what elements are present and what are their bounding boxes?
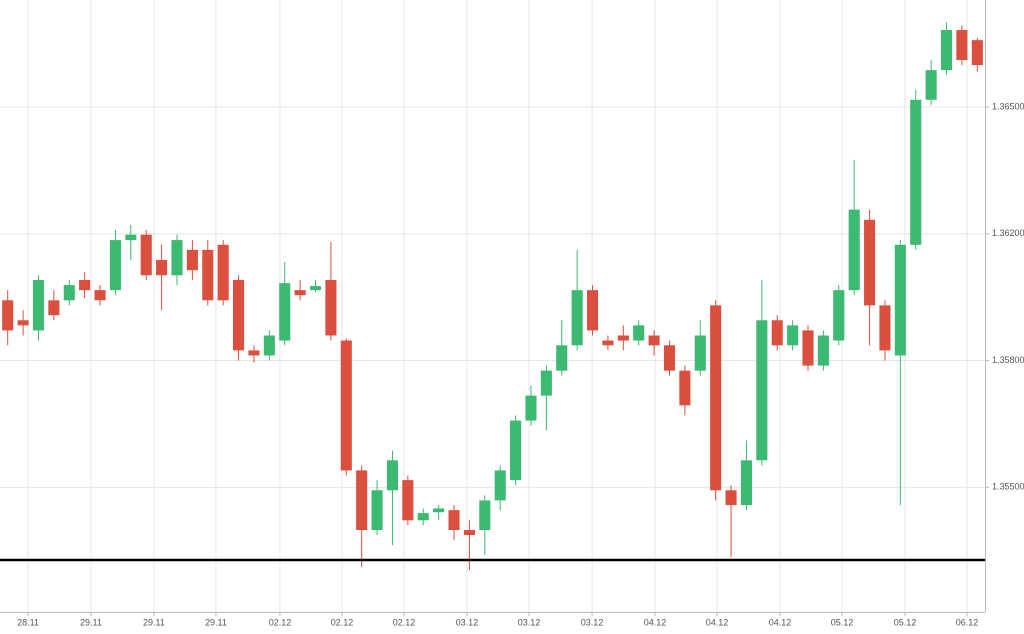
- candle-body: [386, 460, 399, 491]
- candle-body: [233, 280, 245, 351]
- candle-body: [679, 370, 691, 406]
- x-tick-label: 29.11: [205, 617, 227, 627]
- x-tick-label: 02.12: [331, 617, 354, 627]
- candle-body: [540, 370, 552, 396]
- x-tick-label: 03.12: [581, 617, 604, 627]
- candle-body: [340, 340, 352, 471]
- x-tick-label: 02.12: [269, 617, 292, 627]
- x-tick-label: 02.12: [393, 617, 416, 627]
- candle-body: [463, 530, 475, 536]
- x-tick-label: 04.12: [769, 617, 792, 627]
- candle-body: [725, 490, 737, 506]
- candle-body: [910, 99, 922, 245]
- candle-body: [417, 513, 429, 521]
- y-tick-label: 1.35500: [992, 482, 1024, 492]
- candle-body: [879, 305, 891, 351]
- candle-body: [494, 470, 506, 501]
- candle-body: [740, 460, 752, 506]
- candle-body: [787, 325, 799, 346]
- candle-body: [263, 335, 275, 356]
- candle-body: [586, 290, 599, 331]
- candle-body: [925, 70, 937, 100]
- candle-body: [94, 290, 106, 301]
- x-tick-label: 05.12: [894, 617, 917, 627]
- x-tick-label: 03.12: [518, 617, 541, 627]
- x-tick-label: 05.12: [831, 617, 854, 627]
- candle-body: [325, 280, 337, 336]
- candle-body: [864, 219, 876, 306]
- candle-body: [279, 283, 291, 341]
- y-tick-label: 1.35800: [992, 355, 1024, 365]
- candle-body: [663, 345, 676, 371]
- candle-body: [186, 249, 198, 271]
- candle-body: [202, 249, 214, 301]
- candle-body: [402, 480, 414, 521]
- candle-body: [479, 500, 491, 531]
- x-tick-label: 03.12: [456, 617, 479, 627]
- candle-body: [32, 280, 45, 331]
- candle-body: [756, 320, 768, 461]
- candle-body: [602, 340, 614, 346]
- candle-body: [79, 280, 91, 291]
- candle-body: [171, 240, 183, 276]
- candle-body: [109, 240, 121, 291]
- candle-body: [433, 508, 445, 513]
- candle-body: [617, 335, 629, 341]
- candle-body: [833, 290, 845, 341]
- candle-body: [525, 395, 537, 421]
- candle-body: [894, 244, 906, 356]
- candle-body: [802, 330, 814, 366]
- x-tick-label: 29.11: [80, 617, 102, 627]
- candle-body: [771, 320, 783, 346]
- candle-body: [648, 335, 660, 346]
- candle-body: [633, 325, 645, 341]
- candle-body: [940, 30, 953, 71]
- candle-body: [17, 320, 29, 326]
- candle-body: [294, 290, 306, 296]
- candle-body: [156, 260, 168, 276]
- x-tick-label: 06.12: [956, 617, 979, 627]
- candle-body: [356, 470, 368, 531]
- candle-body: [371, 490, 383, 531]
- y-tick-label: 1.36200: [992, 228, 1024, 238]
- x-tick-label: 28.11: [17, 617, 39, 627]
- y-tick-label: 1.36500: [992, 101, 1024, 111]
- x-tick-label: 04.12: [706, 617, 729, 627]
- candle-body: [817, 335, 829, 366]
- candle-body: [556, 345, 568, 371]
- candle-body: [48, 300, 60, 316]
- candle-body: [956, 30, 968, 61]
- candle-body: [448, 510, 460, 531]
- candle-body: [848, 209, 860, 291]
- candle-body: [971, 40, 983, 66]
- x-tick-label: 04.12: [644, 617, 667, 627]
- candle-body: [694, 335, 706, 371]
- candle-body: [217, 244, 229, 301]
- candle-body: [510, 420, 522, 481]
- candle-body: [125, 234, 137, 241]
- x-tick-label: 29.11: [143, 617, 165, 627]
- candle-body: [140, 234, 152, 276]
- candle-body: [710, 305, 722, 491]
- candle-body: [571, 290, 583, 346]
- candle-body: [2, 300, 14, 331]
- candle-body: [309, 286, 322, 291]
- candle-body: [248, 350, 260, 356]
- candle-body: [63, 285, 75, 301]
